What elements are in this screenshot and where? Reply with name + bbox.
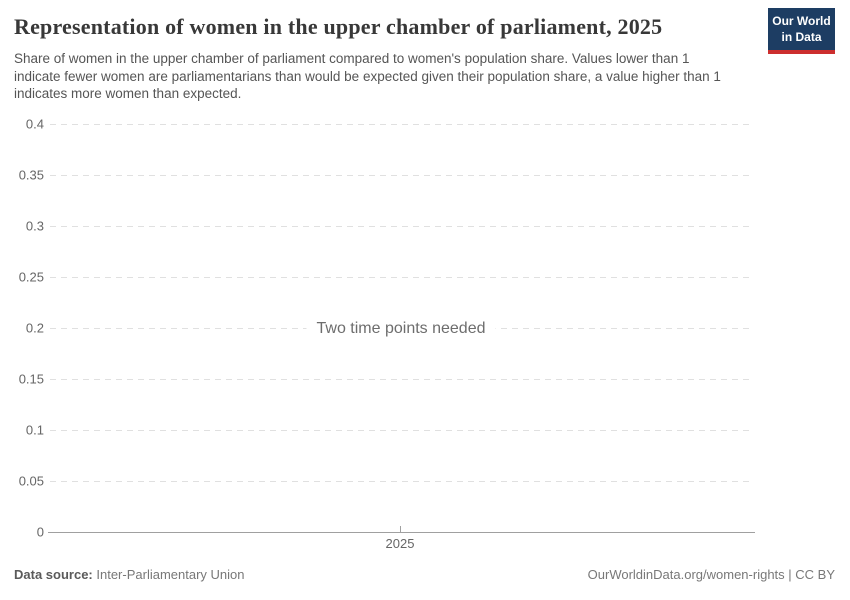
y-tick-label: 0 [36,524,44,540]
data-source: Data source: Inter-Parliamentary Union [14,567,245,582]
gridline [50,430,754,431]
owid-logo-line1: Our World [772,14,831,28]
owid-logo-line2: in Data [781,29,822,44]
chart-subtitle: Share of women in the upper chamber of p… [14,51,721,101]
gridline [50,277,754,278]
y-tick-label: 0.35 [18,167,44,183]
gridline [50,379,754,380]
chart-footer: Data source: Inter-Parliamentary Union O… [14,567,835,582]
y-tick-label: 0.15 [18,371,44,387]
y-tick-label: 0.2 [25,320,44,336]
empty-chart-message: Two time points needed [306,320,496,338]
y-tick-label: 0.05 [18,473,44,489]
x-axis-line [48,532,755,533]
gridline [50,175,754,176]
data-source-value: Inter-Parliamentary Union [96,567,245,582]
chart-title: Representation of women in the upper cha… [14,14,663,39]
x-axis-tick [400,526,401,532]
y-tick-label: 0.1 [25,422,44,438]
plot-area: 0.4 0.35 0.3 0.25 0.2 0.15 0.1 0.05 0 Two time p… [0,117,850,564]
gridline [50,124,754,125]
x-axis-tick-label: 2025 [385,536,415,551]
y-tick-label: 0.3 [25,218,44,234]
gridline [50,226,754,227]
y-tick-label: 0.25 [18,269,44,285]
owid-license-link[interactable]: OurWorldinData.org/women-rights | CC BY [587,567,835,582]
data-source-label: Data source: [14,567,93,582]
gridline [50,481,754,482]
owid-logo[interactable]: Our World in Data [768,8,835,55]
y-tick-label: 0.4 [25,116,44,132]
